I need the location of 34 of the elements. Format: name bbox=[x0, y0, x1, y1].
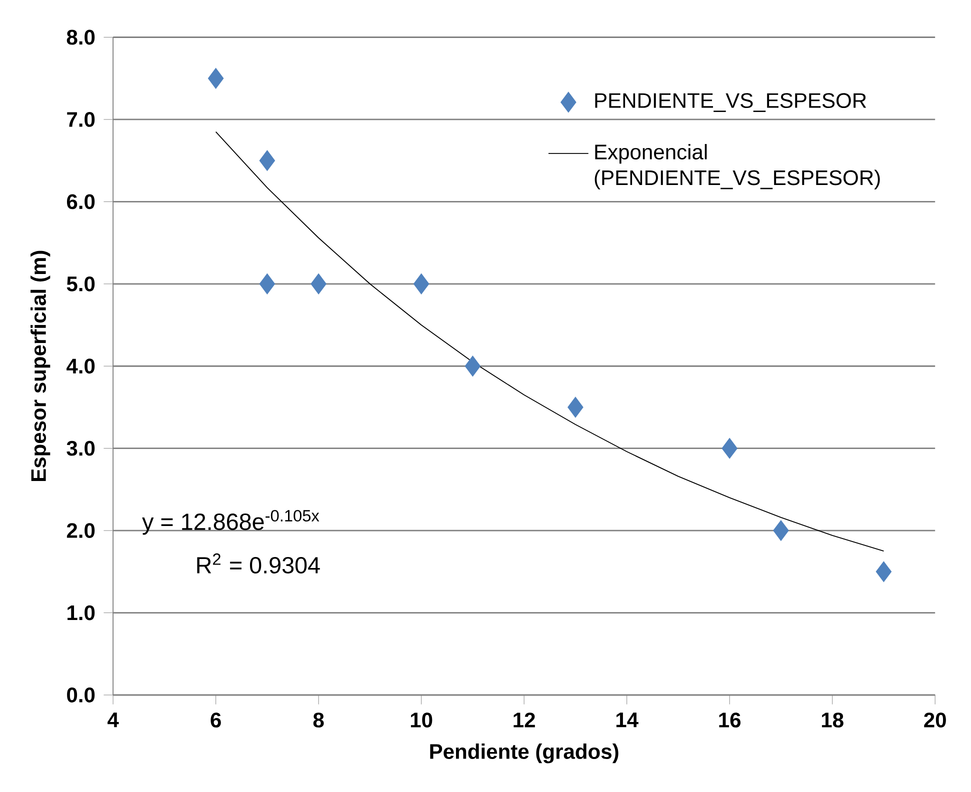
y-tick-label: 3.0 bbox=[66, 440, 95, 456]
point bbox=[413, 274, 430, 294]
point bbox=[568, 396, 584, 418]
y-tick-label: 2.0 bbox=[66, 523, 95, 538]
y-axis-title: Espesor superficial (m) bbox=[30, 250, 50, 482]
x-tick-label: 16 bbox=[719, 712, 740, 728]
legend-label: Exponencial (PENDIENTE_VS_ESPESOR) bbox=[594, 144, 880, 190]
point bbox=[722, 438, 738, 459]
point bbox=[464, 356, 481, 376]
x-tick-label: 18 bbox=[822, 712, 844, 728]
x-tick-label: 4 bbox=[108, 712, 119, 728]
y-tick-label: 7.0 bbox=[67, 112, 95, 127]
x-tick-label: 14 bbox=[616, 712, 638, 728]
y-tick-label: 8.0 bbox=[66, 30, 95, 45]
y-tick-label: 0.0 bbox=[67, 687, 95, 702]
x-tick-label: 6 bbox=[210, 712, 221, 728]
point bbox=[208, 68, 224, 89]
y-tick-label: 1.0 bbox=[68, 605, 95, 620]
x-tick-label: 8 bbox=[313, 712, 324, 728]
point bbox=[259, 150, 276, 171]
x-tick-label: 10 bbox=[410, 712, 432, 728]
x-tick-label: 20 bbox=[924, 712, 946, 728]
point bbox=[259, 274, 276, 294]
point bbox=[310, 274, 326, 294]
y-tick-label: 4.0 bbox=[66, 358, 95, 374]
x-axis-title: Pendiente (grados) bbox=[430, 743, 618, 764]
y-tick-label: 6.0 bbox=[66, 194, 95, 210]
x-tick-label: 12 bbox=[514, 712, 535, 728]
annotation: R$^{2}$ = 0.9304 bbox=[197, 553, 320, 574]
point bbox=[773, 520, 789, 541]
point bbox=[876, 561, 892, 582]
legend-label: PENDIENTE_VS_ESPESOR bbox=[595, 93, 866, 112]
annotation: y = 12.868e$^{-0.105x}$ bbox=[142, 510, 320, 535]
y-tick-label: 5.0 bbox=[66, 276, 95, 292]
